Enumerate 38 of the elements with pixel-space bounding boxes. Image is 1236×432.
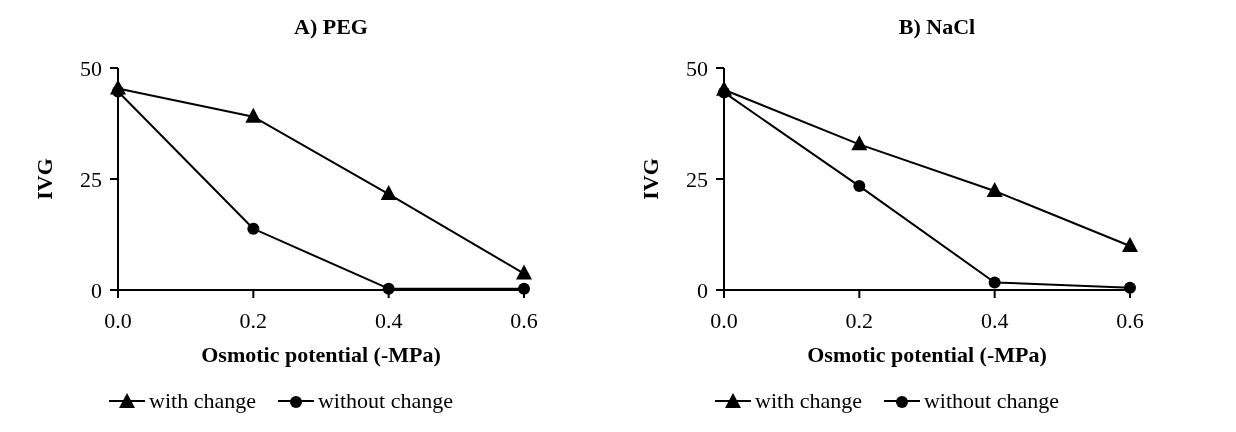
y-tick-label: 50 bbox=[686, 55, 708, 81]
point bbox=[988, 276, 1001, 289]
point bbox=[516, 264, 532, 280]
legend-label: without change bbox=[923, 388, 1059, 414]
point bbox=[851, 135, 868, 151]
point bbox=[1124, 281, 1136, 294]
x-tick-label: 0.0 bbox=[710, 307, 738, 333]
legend-label: without change bbox=[317, 388, 453, 414]
point bbox=[716, 80, 732, 96]
point bbox=[382, 282, 395, 295]
x-tick-label: 0.2 bbox=[845, 307, 874, 333]
x-tick-label: 0.6 bbox=[510, 307, 538, 333]
point bbox=[986, 181, 1003, 197]
legend-label: with change bbox=[149, 388, 256, 414]
y-tick-label: 25 bbox=[80, 166, 102, 192]
x-axis-title: Osmotic potential (-MPa) bbox=[201, 342, 441, 367]
y-tick-label: 0 bbox=[697, 277, 708, 303]
y-tick-label: 50 bbox=[80, 55, 102, 81]
point bbox=[245, 107, 262, 123]
point bbox=[1122, 237, 1138, 253]
x-tick-label: 0.4 bbox=[374, 307, 403, 333]
x-tick-label: 0.2 bbox=[239, 307, 268, 333]
legend-label: with change bbox=[755, 388, 862, 414]
x-tick-label: 0.6 bbox=[1116, 307, 1144, 333]
x-tick-label: 0.0 bbox=[104, 307, 132, 333]
point bbox=[518, 282, 530, 295]
point bbox=[247, 222, 260, 235]
x-axis-title: Osmotic potential (-MPa) bbox=[807, 342, 1047, 367]
y-tick-label: 25 bbox=[686, 166, 708, 192]
y-tick-label: 0 bbox=[91, 277, 102, 303]
chart-title: B) NaCl bbox=[897, 14, 977, 40]
y-axis-title: IVG bbox=[637, 158, 663, 200]
point bbox=[380, 185, 397, 201]
point bbox=[853, 180, 866, 193]
x-tick-label: 0.4 bbox=[980, 307, 1009, 333]
y-axis-title: IVG bbox=[31, 158, 57, 200]
point bbox=[110, 79, 126, 95]
chart-title: A) PEG bbox=[293, 14, 369, 40]
